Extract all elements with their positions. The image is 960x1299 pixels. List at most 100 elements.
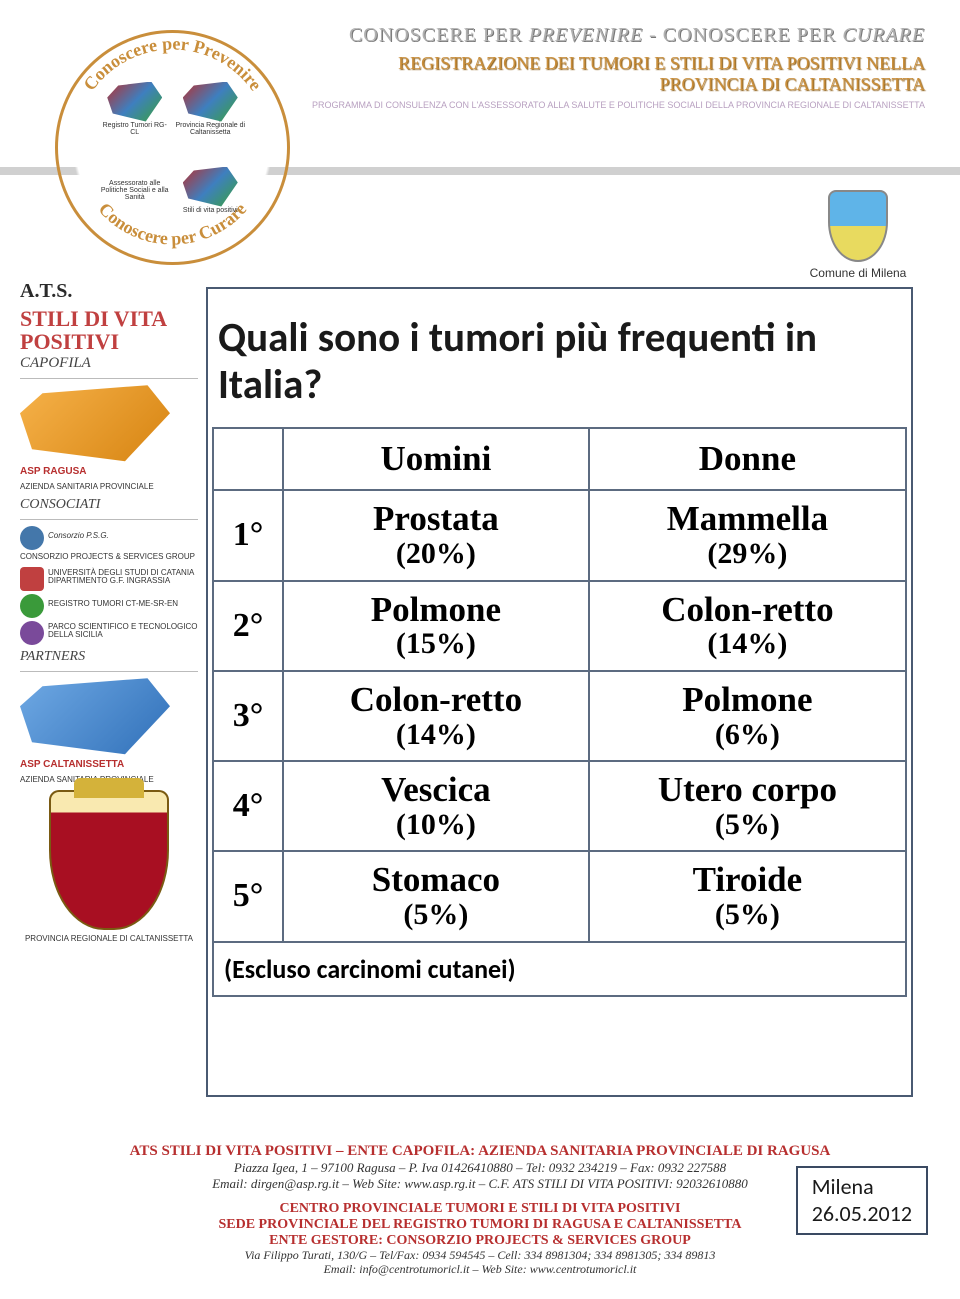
comune-label: Comune di Milena bbox=[798, 266, 918, 280]
women-cell: Tiroide(5%) bbox=[589, 851, 906, 941]
table-header-row: Uomini Donne bbox=[213, 428, 906, 490]
men-name: Colon-retto bbox=[288, 682, 584, 719]
logo-mini-1: Registro Tumori RG-CL bbox=[99, 82, 171, 136]
men-pct: (20%) bbox=[288, 538, 584, 570]
org-logo-icon bbox=[20, 526, 44, 550]
men-name: Prostata bbox=[288, 501, 584, 538]
women-pct: (29%) bbox=[594, 538, 901, 570]
rank-cell: 1° bbox=[213, 490, 283, 580]
women-name: Tiroide bbox=[594, 862, 901, 899]
men-pct: (15%) bbox=[288, 628, 584, 660]
sicily-blue-map-icon bbox=[20, 678, 170, 758]
sidebar-asp-cl: ASP CALTANISSETTA bbox=[20, 760, 198, 770]
logo-inner: Registro Tumori RG-CL Provincia Regional… bbox=[93, 68, 252, 227]
women-cell: Utero corpo(5%) bbox=[589, 761, 906, 851]
table-header-men: Uomini bbox=[283, 428, 589, 490]
sidebar-provincia: PROVINCIA REGIONALE DI CALTANISSETTA bbox=[20, 934, 198, 943]
sidebar-ats: A.T.S. bbox=[20, 280, 198, 303]
women-name: Utero corpo bbox=[594, 772, 901, 809]
women-pct: (14%) bbox=[594, 628, 901, 660]
comune-block: Comune di Milena bbox=[798, 190, 918, 280]
consociato-3-label: REGISTRO TUMORI CT-ME-SR-EN bbox=[48, 600, 178, 608]
table-corner bbox=[213, 428, 283, 490]
sidebar: A.T.S. STILI DI VITA POSITIVI CAPOFILA A… bbox=[20, 280, 198, 1149]
logo-mini-1-label: Registro Tumori RG-CL bbox=[99, 122, 171, 136]
women-pct: (5%) bbox=[594, 809, 901, 841]
main-content: Quali sono i tumori più frequenti in Ita… bbox=[212, 293, 907, 997]
consociato-4-label: PARCO SCIENTIFICO E TECNOLOGICO DELLA SI… bbox=[48, 623, 198, 639]
table-row: 5° Stomaco (5%) Tiroide(5%) bbox=[213, 851, 906, 941]
divider-icon bbox=[20, 671, 198, 672]
consociato-1: Consorzio P.S.G. bbox=[20, 526, 198, 550]
logo-mini-3-label: Assessorato alle Politiche Sociali e all… bbox=[99, 180, 171, 201]
men-pct: (14%) bbox=[288, 719, 584, 751]
rank-cell: 5° bbox=[213, 851, 283, 941]
sicily-orange-map-icon bbox=[20, 385, 170, 465]
header-subsub: PROGRAMMA DI CONSULENZA CON L'ASSESSORAT… bbox=[305, 100, 925, 111]
location-date-box: Milena 26.05.2012 bbox=[796, 1166, 928, 1235]
date-label: 26.05.2012 bbox=[812, 1201, 912, 1227]
divider-icon bbox=[20, 519, 198, 520]
table-footnote-row: (Escluso carcinomi cutanei) bbox=[213, 942, 906, 996]
men-cell: Vescica(10%) bbox=[283, 761, 589, 851]
slide-title: Quali sono i tumori più frequenti in Ita… bbox=[218, 315, 907, 409]
men-cell: Polmone(15%) bbox=[283, 581, 589, 671]
table-row: 1° Prostata(20%) Mammella(29%) bbox=[213, 490, 906, 580]
sidebar-partners: PARTNERS bbox=[20, 649, 198, 665]
women-name: Mammella bbox=[594, 501, 901, 538]
org-logo-icon bbox=[20, 594, 44, 618]
consociato-2-label: UNIVERSITÀ DEGLI STUDI DI CATANIA DIPART… bbox=[48, 569, 198, 585]
divider-icon bbox=[20, 378, 198, 379]
motto-part-c: - CONOSCERE PER bbox=[643, 24, 842, 46]
rank-cell: 4° bbox=[213, 761, 283, 851]
sidebar-stili: STILI DI VITA POSITIVI bbox=[20, 307, 198, 353]
logo-mini-4-label: Stili di vita positivi bbox=[183, 207, 238, 214]
women-cell: Colon-retto(14%) bbox=[589, 581, 906, 671]
men-pct: (10%) bbox=[288, 809, 584, 841]
rank-cell: 3° bbox=[213, 671, 283, 761]
footer-b2-l2: SEDE PROVINCIALE DEL REGISTRO TUMORI DI … bbox=[218, 1217, 741, 1232]
women-cell: Mammella(29%) bbox=[589, 490, 906, 580]
consociato-1-label: Consorzio P.S.G. bbox=[48, 532, 109, 540]
sidebar-consociati: CONSOCIATI bbox=[20, 497, 198, 513]
table-header-women: Donne bbox=[589, 428, 906, 490]
men-cell: Colon-retto(14%) bbox=[283, 671, 589, 761]
consociato-3: REGISTRO TUMORI CT-ME-SR-EN bbox=[20, 594, 198, 618]
table-row: 3° Colon-retto(14%) Polmone(6%) bbox=[213, 671, 906, 761]
footer-b2-l4: Via Filippo Turati, 130/G – Tel/Fax: 093… bbox=[20, 1249, 940, 1263]
sidebar-asp-rg: ASP RAGUSA bbox=[20, 467, 198, 477]
men-name: Stomaco bbox=[288, 862, 584, 899]
logo-mini-3: Assessorato alle Politiche Sociali e all… bbox=[99, 180, 171, 201]
women-pct: (6%) bbox=[594, 719, 901, 751]
logo-mini-4: Stili di vita positivi bbox=[175, 167, 247, 214]
consociato-2: UNIVERSITÀ DEGLI STUDI DI CATANIA DIPART… bbox=[20, 567, 198, 591]
men-name: Polmone bbox=[288, 592, 584, 629]
sicily-map-icon bbox=[183, 167, 238, 207]
footer-b2-l1: CENTRO PROVINCIALE TUMORI E STILI DI VIT… bbox=[279, 1201, 680, 1216]
women-name: Polmone bbox=[594, 682, 901, 719]
men-cell: Prostata(20%) bbox=[283, 490, 589, 580]
motto-part-a: CONOSCERE PER bbox=[349, 24, 529, 46]
men-name: Vescica bbox=[288, 772, 584, 809]
sidebar-capofila: CAPOFILA bbox=[20, 355, 198, 372]
location-label: Milena bbox=[812, 1174, 912, 1200]
consociato-1-sub: CONSORZIO PROJECTS & SERVICES GROUP bbox=[20, 553, 198, 561]
province-shield-icon bbox=[49, 790, 169, 930]
header-text: CONOSCERE PER PREVENIRE - CONOSCERE PER … bbox=[305, 24, 925, 111]
header-motto: CONOSCERE PER PREVENIRE - CONOSCERE PER … bbox=[305, 24, 925, 47]
comune-crest-icon bbox=[828, 190, 888, 262]
table-row: 4° Vescica(10%) Utero corpo(5%) bbox=[213, 761, 906, 851]
org-logo-icon bbox=[20, 621, 44, 645]
tumor-frequency-table: Uomini Donne 1° Prostata(20%) Mammella(2… bbox=[212, 427, 907, 996]
women-name: Colon-retto bbox=[594, 592, 901, 629]
sicily-map-icon bbox=[107, 82, 162, 122]
table-row: 2° Polmone(15%) Colon-retto(14%) bbox=[213, 581, 906, 671]
women-pct: (5%) bbox=[594, 899, 901, 931]
header-subtitle: REGISTRAZIONE DEI TUMORI E STILI DI VITA… bbox=[305, 53, 925, 94]
rank-cell: 2° bbox=[213, 581, 283, 671]
org-logo-icon bbox=[20, 567, 44, 591]
logo-mini-2: Provincia Regionale di Caltanissetta bbox=[175, 82, 247, 136]
footer-b2-l5: Email: info@centrotumoricl.it – Web Site… bbox=[20, 1263, 940, 1277]
footer-b2-l3: ENTE GESTORE: CONSORZIO PROJECTS & SERVI… bbox=[269, 1233, 691, 1248]
project-circular-logo: Conoscere per Prevenire Conoscere per Cu… bbox=[55, 30, 290, 265]
